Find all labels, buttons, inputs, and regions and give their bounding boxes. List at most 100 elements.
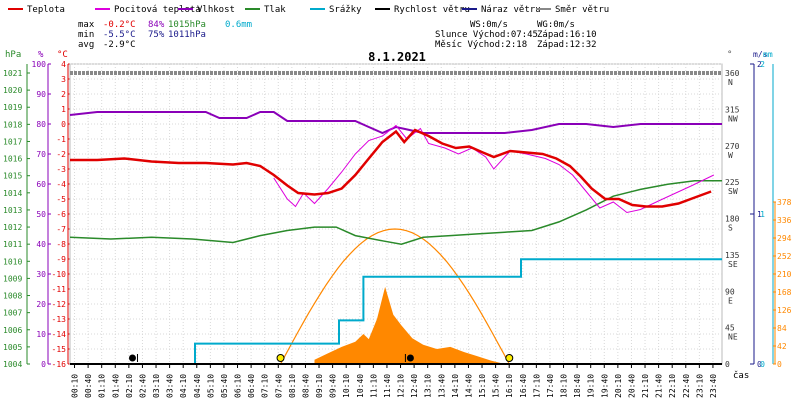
temp-tick: -5 <box>56 195 66 204</box>
sunrise-marker <box>276 354 285 362</box>
deg-axis-title: ° <box>727 50 732 60</box>
dir-compass-tick: SE <box>728 260 738 269</box>
time-tick: 16:10 <box>505 374 514 398</box>
hpa-tick: 1018 <box>3 120 22 129</box>
temp-axis-title: °C <box>57 50 68 60</box>
temp-tick: 2 <box>61 90 66 99</box>
temp-tick: -10 <box>52 270 67 279</box>
solar-tick: 252 <box>777 252 792 261</box>
solar-tick: 336 <box>777 216 792 225</box>
stat-max-label: max <box>78 20 95 30</box>
humidity-line <box>69 111 722 135</box>
moonrise-readout: Měsíc Východ:2:18 <box>435 40 527 50</box>
stat-max-rain: 0.6mm <box>225 20 252 30</box>
rain-line <box>70 258 722 365</box>
temp-tick: -7 <box>56 225 66 234</box>
hpa-tick: 1015 <box>3 172 22 181</box>
solar-tick: 0 <box>777 360 782 369</box>
hpa-tick: 1011 <box>3 240 22 249</box>
time-tick: 05:40 <box>220 374 229 398</box>
ms-axis-title: m/s <box>753 50 768 59</box>
temp-tick: -16 <box>52 360 67 369</box>
legend-label: Pocitová teplota <box>114 5 201 15</box>
wg-readout: WG:0m/s <box>537 20 575 30</box>
solar-tick: 378 <box>777 198 792 207</box>
dir-tick: 270 <box>725 142 740 151</box>
dir-tick: 225 <box>725 178 740 187</box>
time-tick: 04:40 <box>193 374 202 398</box>
time-tick: 19:40 <box>600 374 609 398</box>
time-tick: 21:40 <box>655 374 664 398</box>
pct-tick: 20 <box>36 300 46 309</box>
dir-compass-tick: SW <box>728 187 738 196</box>
dir-tick: 360 <box>725 69 740 78</box>
solar-tick: 42 <box>777 342 787 351</box>
time-tick: 06:40 <box>247 374 256 398</box>
legend-label: Srážky <box>329 5 362 15</box>
legend-label: Tlak <box>264 5 286 15</box>
time-tick: 20:10 <box>614 374 623 398</box>
pct-tick: 0 <box>41 360 46 369</box>
hpa-tick: 1020 <box>3 86 22 95</box>
hpa-tick: 1008 <box>3 292 22 301</box>
rain-tick: 1 <box>760 210 765 219</box>
dir-tick: 90 <box>725 287 735 296</box>
time-tick: 10:10 <box>342 374 351 398</box>
time-tick: 05:10 <box>206 374 215 398</box>
hpa-tick: 1009 <box>3 274 22 283</box>
time-tick: 14:10 <box>451 374 460 398</box>
time-tick: 04:10 <box>179 374 188 398</box>
time-tick: 02:10 <box>125 374 134 398</box>
temp-tick: -9 <box>56 255 66 264</box>
legend-label: Směr větru <box>555 5 609 15</box>
stat-min-hum: 75% <box>148 30 165 40</box>
time-tick: 13:10 <box>424 374 433 398</box>
sun-moon-panel: WS:0m/s WG:0m/s Slunce Východ:07:45 Zápa… <box>435 20 597 50</box>
pct-tick: 70 <box>36 150 46 159</box>
hpa-tick: 1013 <box>3 206 22 215</box>
pct-tick: 10 <box>36 330 46 339</box>
time-tick: 22:10 <box>668 374 677 398</box>
rain-tick: 0 <box>760 360 765 369</box>
hpa-tick: 1010 <box>3 257 22 266</box>
time-tick: 19:10 <box>587 374 596 398</box>
dir-compass-tick: S <box>728 224 733 233</box>
time-tick: 08:10 <box>288 374 297 398</box>
legend-label: Náraz větru <box>481 5 541 15</box>
plot-area <box>69 71 722 365</box>
hpa-tick: 1006 <box>3 326 22 335</box>
chart-title: 8.1.2021 <box>368 50 426 64</box>
dir-compass-tick: NE <box>728 333 738 342</box>
stat-avg-temp: -2.9°C <box>103 40 136 50</box>
time-tick: 09:10 <box>315 374 324 398</box>
legend-label: Rychlost větru <box>394 5 470 15</box>
time-tick: 12:10 <box>397 374 406 398</box>
pct-tick: 50 <box>36 210 46 219</box>
pct-tick: 80 <box>36 120 46 129</box>
dir-tick: 45 <box>725 324 735 333</box>
solar-area <box>314 286 505 364</box>
temp-tick: -8 <box>56 240 66 249</box>
temp-tick: -15 <box>52 345 67 354</box>
solar-tick: 294 <box>777 234 792 243</box>
time-tick: 11:40 <box>383 374 392 398</box>
dir-tick: 315 <box>725 105 740 114</box>
pressure-line <box>69 180 722 245</box>
stat-min-press: 1011hPa <box>168 30 206 40</box>
stat-min-label: min <box>78 30 94 40</box>
ms-tick: 1 <box>757 210 762 219</box>
pct-tick: 30 <box>36 270 46 279</box>
temp-tick: -3 <box>56 165 66 174</box>
dir-tick: 135 <box>725 251 740 260</box>
dir-tick: 180 <box>725 215 740 224</box>
ws-readout: WS:0m/s <box>470 20 508 30</box>
dir-compass-tick: NW <box>728 114 738 123</box>
moonset-readout: Západ:12:32 <box>537 40 597 50</box>
stat-max-hum: 84% <box>148 20 165 30</box>
stats-panel: max -0.2°C 84% 1015hPa 0.6mm min -5.5°C … <box>78 20 252 50</box>
left-axes: hPa% °C1004100510061007100810091010101110… <box>3 50 71 369</box>
time-tick: 03:10 <box>152 374 161 398</box>
time-tick: 18:40 <box>573 374 582 398</box>
time-tick: 15:40 <box>492 374 501 398</box>
time-tick: 00:10 <box>71 374 80 398</box>
